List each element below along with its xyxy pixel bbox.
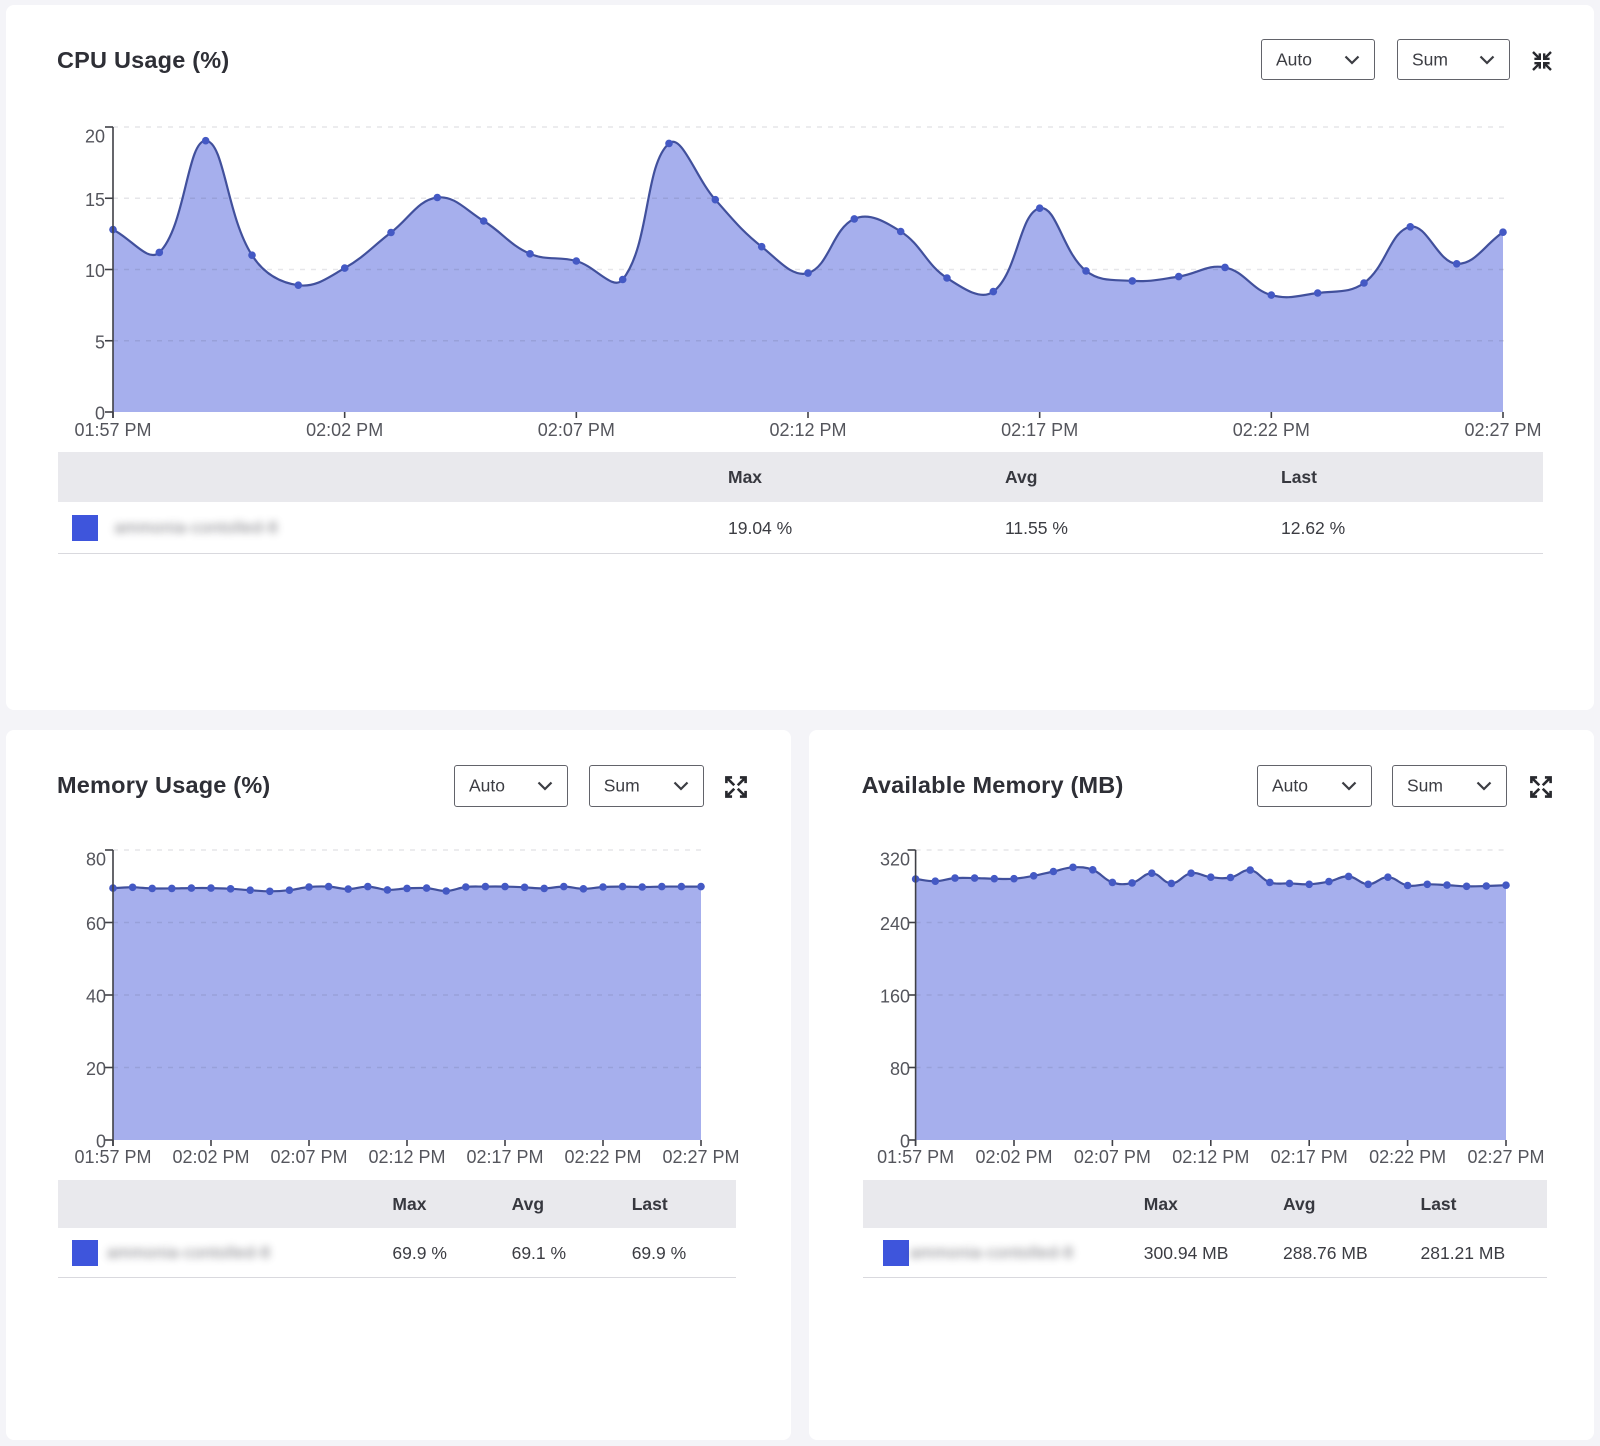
svg-text:02:07 PM: 02:07 PM	[1074, 1147, 1151, 1167]
svg-text:02:12 PM: 02:12 PM	[1172, 1147, 1249, 1167]
svg-text:15: 15	[85, 190, 105, 210]
svg-text:02:07 PM: 02:07 PM	[270, 1147, 347, 1167]
svg-text:80: 80	[86, 850, 106, 870]
svg-text:02:12 PM: 02:12 PM	[769, 420, 846, 440]
svg-text:240: 240	[880, 914, 910, 934]
svg-text:02:22 PM: 02:22 PM	[564, 1147, 641, 1167]
svg-text:60: 60	[86, 914, 106, 934]
svg-text:01:57 PM: 01:57 PM	[74, 1147, 151, 1167]
svg-text:02:27 PM: 02:27 PM	[1464, 420, 1541, 440]
svg-text:02:17 PM: 02:17 PM	[466, 1147, 543, 1167]
svg-text:02:27 PM: 02:27 PM	[662, 1147, 739, 1167]
svg-text:02:17 PM: 02:17 PM	[1001, 420, 1078, 440]
svg-text:02:02 PM: 02:02 PM	[172, 1147, 249, 1167]
svg-text:02:02 PM: 02:02 PM	[975, 1147, 1052, 1167]
svg-text:01:57 PM: 01:57 PM	[74, 420, 151, 440]
svg-text:20: 20	[86, 1059, 106, 1079]
svg-text:02:22 PM: 02:22 PM	[1369, 1147, 1446, 1167]
svg-text:02:17 PM: 02:17 PM	[1271, 1147, 1348, 1167]
svg-text:01:57 PM: 01:57 PM	[877, 1147, 954, 1167]
svg-text:80: 80	[890, 1059, 910, 1079]
svg-text:40: 40	[86, 987, 106, 1007]
svg-text:5: 5	[95, 332, 105, 352]
svg-text:0: 0	[95, 404, 105, 424]
svg-text:320: 320	[880, 850, 910, 870]
svg-text:20: 20	[85, 127, 105, 147]
svg-text:02:22 PM: 02:22 PM	[1233, 420, 1310, 440]
svg-text:0: 0	[96, 1132, 106, 1152]
svg-text:02:07 PM: 02:07 PM	[538, 420, 615, 440]
svg-text:160: 160	[880, 987, 910, 1007]
svg-text:02:02 PM: 02:02 PM	[306, 420, 383, 440]
svg-text:02:12 PM: 02:12 PM	[368, 1147, 445, 1167]
svg-text:0: 0	[900, 1132, 910, 1152]
svg-text:10: 10	[85, 261, 105, 281]
svg-text:02:27 PM: 02:27 PM	[1467, 1147, 1544, 1167]
